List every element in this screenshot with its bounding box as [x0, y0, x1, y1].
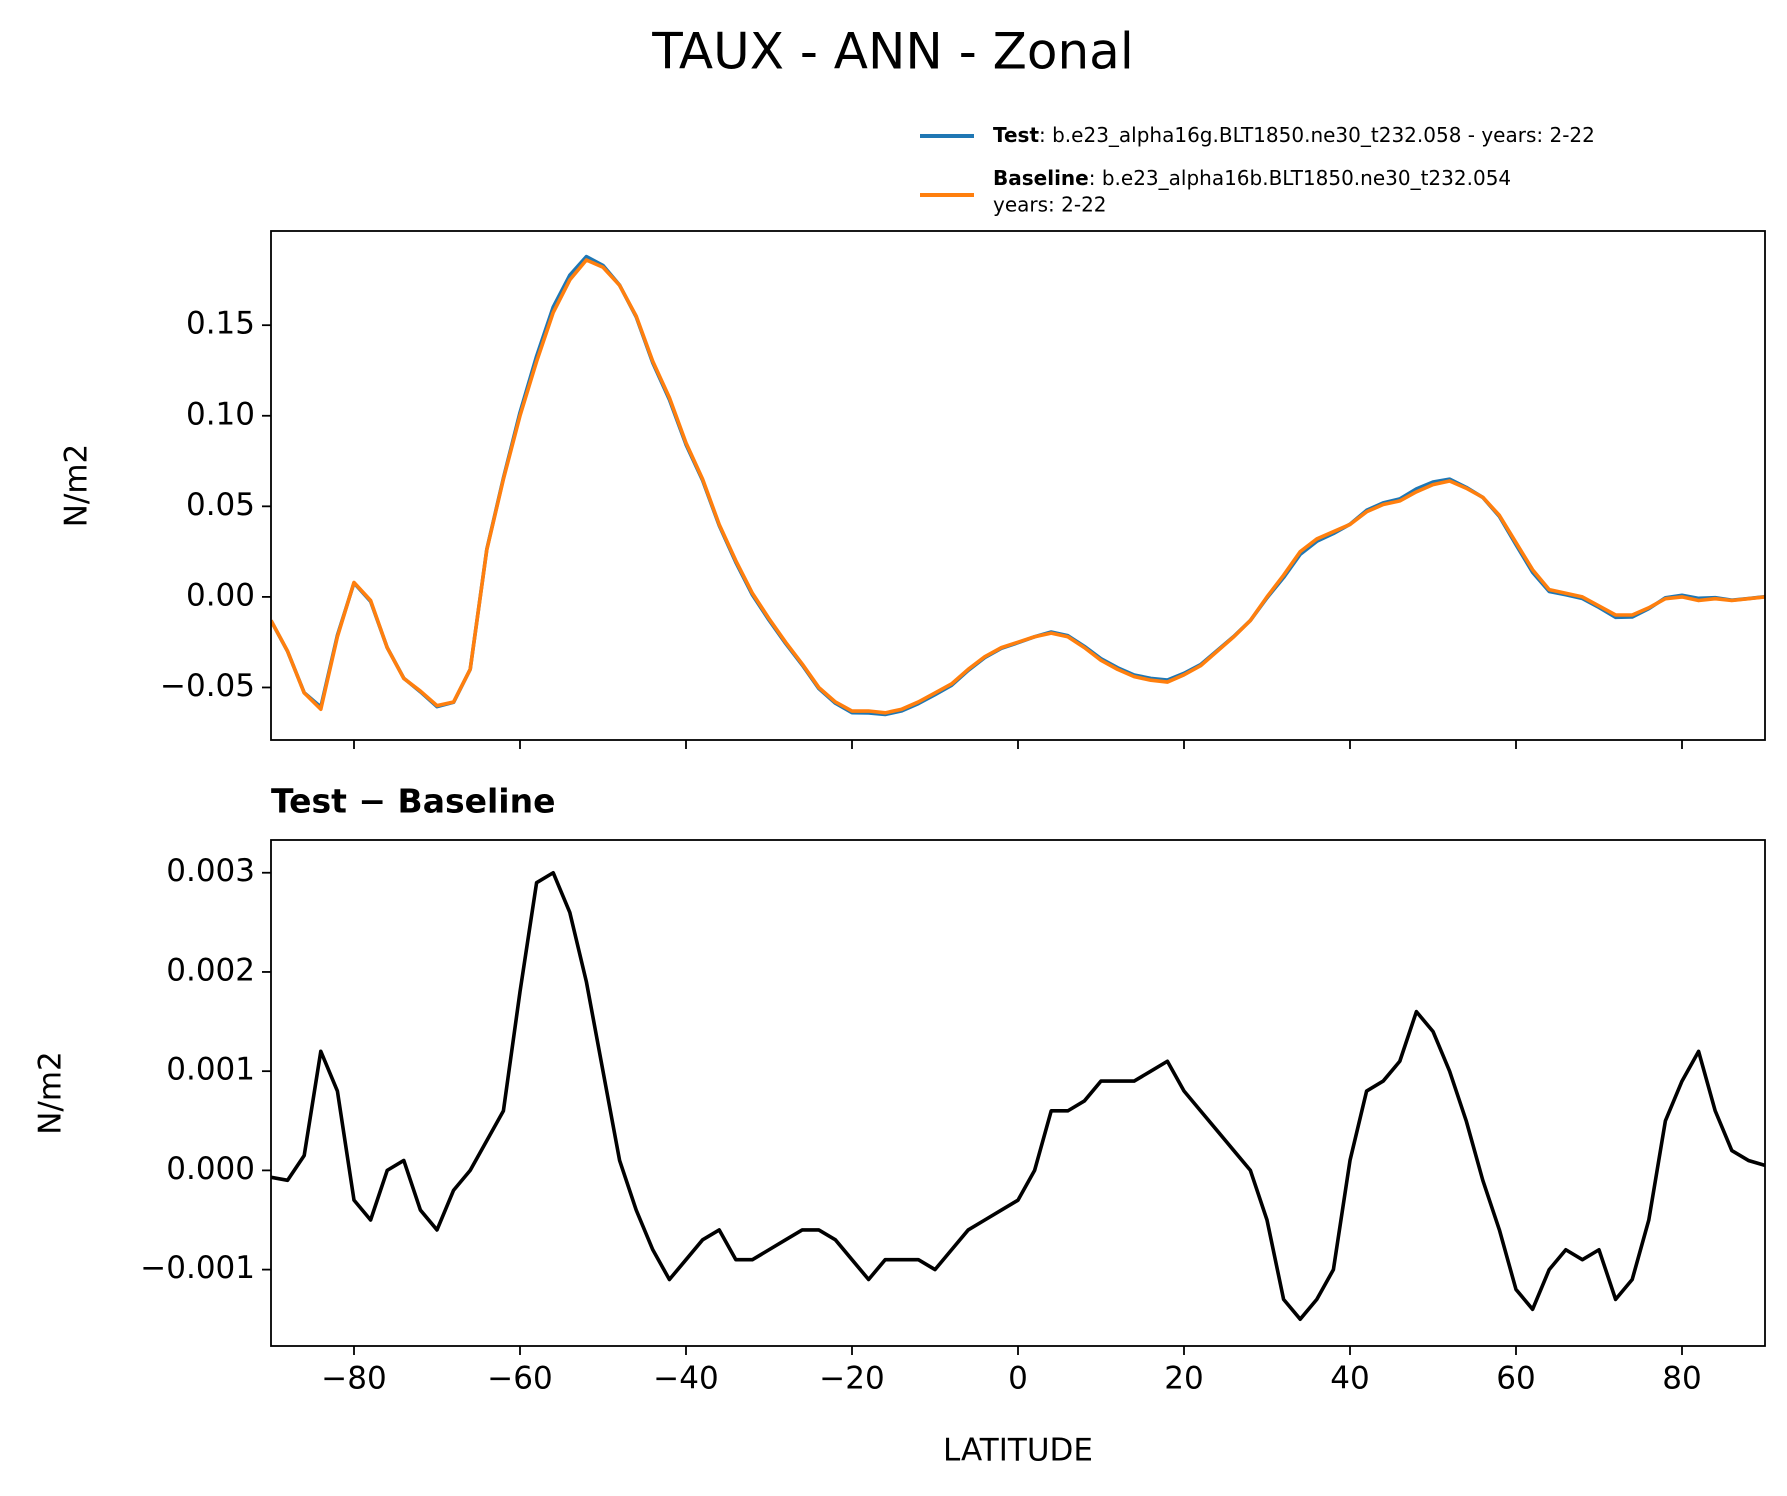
- axes-frame: [270, 230, 1766, 741]
- x-tick-label: 60: [1496, 1361, 1535, 1397]
- y-tick-label: 0.003: [166, 853, 255, 889]
- y-tick-label: 0.000: [166, 1151, 255, 1187]
- legend-label: Test: b.e23_alpha16g.BLT1850.ne30_t232.0…: [993, 123, 1595, 147]
- x-tick-label: 80: [1662, 1361, 1701, 1397]
- x-tick-label: 40: [1330, 1361, 1369, 1397]
- y-axis-label: N/m2: [33, 1051, 69, 1135]
- x-tick-label: −60: [487, 1361, 552, 1397]
- y-tick-label: −0.001: [140, 1250, 255, 1286]
- x-tick-label: −80: [321, 1361, 386, 1397]
- x-tick-label: −40: [653, 1361, 718, 1397]
- y-tick-label: 0.00: [186, 577, 255, 613]
- y-tick-label: 0.15: [186, 306, 255, 342]
- legend-name: Test: [993, 123, 1039, 147]
- y-tick-label: 0.002: [166, 952, 255, 988]
- y-tick-label: 0.10: [186, 396, 255, 432]
- legend-case-line: years: 2-22: [993, 193, 1107, 217]
- x-tick-label: −20: [819, 1361, 884, 1397]
- y-tick-label: 0.05: [186, 487, 255, 523]
- legend-case: : b.e23_alpha16b.BLT1850.ne30_t232.054: [1089, 166, 1511, 190]
- series-line: [271, 870, 1765, 1322]
- legend-label: Baseline: b.e23_alpha16b.BLT1850.ne30_t2…: [993, 166, 1511, 190]
- y-axis-label: N/m2: [59, 444, 95, 528]
- y-tick-label: 0.001: [166, 1052, 255, 1088]
- x-tick-label: 20: [1164, 1361, 1203, 1397]
- axes-frame: [270, 839, 1766, 1347]
- chart-title: TAUX - ANN - Zonal: [651, 23, 1133, 81]
- x-tick-label: 0: [1008, 1361, 1028, 1397]
- legend-name: Baseline: [993, 166, 1089, 190]
- y-tick-label: −0.05: [160, 668, 255, 704]
- subplot-title: Test − Baseline: [271, 782, 556, 821]
- x-axis-label: LATITUDE: [943, 1433, 1093, 1469]
- legend-case: : b.e23_alpha16g.BLT1850.ne30_t232.058 -…: [1039, 123, 1595, 147]
- series-line: [271, 258, 1765, 715]
